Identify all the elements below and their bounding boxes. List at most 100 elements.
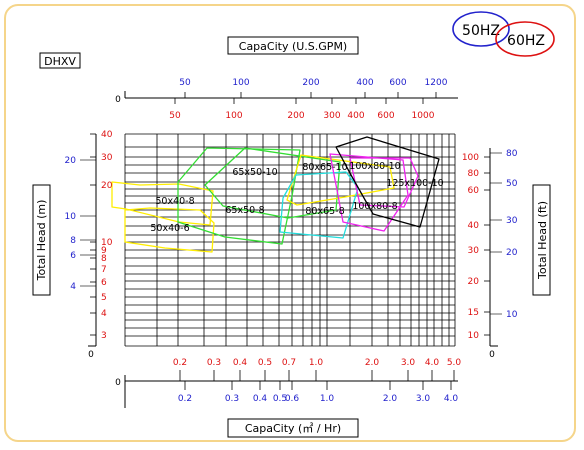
bottom-tick-label-60hz: 0.5 [258, 358, 272, 368]
left-axis-title-box [32, 184, 51, 296]
left-tick-label-60hz: 20 [101, 181, 113, 191]
top-tick-label-50hz: 200 [302, 78, 319, 88]
right-tick-label-60hz: 15 [468, 308, 479, 318]
top-tick-label-60hz: 1000 [412, 111, 435, 121]
left-scale-zero: 0 [88, 350, 94, 360]
chart-frame [4, 4, 576, 442]
badge-50hz-text: 50HZ [462, 23, 500, 39]
model-label-box [39, 52, 81, 69]
left-tick-label-60hz: 5 [101, 293, 107, 303]
right-tick-label-60hz: 80 [468, 169, 480, 179]
top-tick-label-60hz: 600 [377, 111, 394, 121]
left-tick-label-50hz: 10 [65, 212, 77, 222]
bottom-tick-label-60hz: 3.0 [401, 358, 416, 368]
top-scale-zero: 0 [115, 95, 121, 105]
badge-60hz-ring [495, 21, 555, 57]
pump-curve-80x65-8 [279, 171, 359, 239]
top-tick-label-60hz: 50 [169, 111, 181, 121]
top-tick-label-60hz: 200 [287, 111, 304, 121]
left-tick-label-60hz: 40 [101, 130, 113, 140]
bottom-tick-label-50hz: 0.6 [285, 394, 300, 404]
right-tick-label-60hz: 100 [462, 153, 479, 163]
right-tick-label-50hz: 80 [506, 149, 518, 159]
bottom-tick-label-60hz: 4.0 [425, 358, 440, 368]
top-tick-label-50hz: 100 [232, 78, 249, 88]
pump-curve-50x40-8 [111, 181, 214, 226]
right-tick-label-60hz: 30 [468, 246, 480, 256]
curves [111, 136, 440, 253]
right-tick-label-50hz: 30 [506, 216, 518, 226]
left-tick-label-60hz: 7 [101, 265, 107, 275]
curve-label-100x80-10: 100x80-10 [349, 161, 400, 172]
curve-label-125x100-10: 125x100-10 [386, 178, 443, 189]
bottom-tick-label-60hz: 1.0 [309, 358, 324, 368]
right-tick-label-60hz: 20 [468, 277, 480, 287]
bottom-tick-label-60hz: 2.0 [365, 358, 380, 368]
left-tick-label-50hz: 8 [70, 236, 76, 246]
pump-curve-50x40-6 [124, 207, 215, 253]
model-label: DHXV [44, 55, 76, 68]
curve-label-65x50-8: 65x50-8 [225, 205, 264, 216]
bottom-scale-zero: 0 [115, 378, 121, 388]
pump-curve-65x50-8 [204, 147, 341, 219]
top-tick-label-60hz: 300 [323, 111, 340, 121]
right-scale-zero: 0 [489, 350, 495, 360]
right-tick-label-60hz: 60 [468, 186, 480, 196]
top-tick-label-60hz: 100 [225, 111, 242, 121]
right-axis-title-box [532, 184, 551, 296]
grid [124, 133, 456, 347]
top-axis-title: CapaCity (U.S.GPM) [239, 40, 347, 53]
pump-curve-80x65-10 [286, 154, 395, 206]
right-tick-label-50hz: 10 [506, 310, 518, 320]
bottom-tick-label-50hz: 1.0 [320, 394, 335, 404]
top-tick-label-50hz: 400 [356, 78, 373, 88]
bottom-axis-title-box [227, 418, 359, 438]
right-tick-label-60hz: 10 [468, 331, 480, 341]
curve-label-80x65-10: 80x65-10 [302, 162, 347, 173]
bottom-axis-title: CapaCity (㎥ / Hr) [245, 422, 341, 435]
bottom-tick-label-50hz: 0.5 [273, 394, 287, 404]
bottom-tick-label-60hz: 0.3 [207, 358, 221, 368]
left-tick-label-60hz: 4 [101, 309, 107, 319]
top-tick-label-50hz: 50 [179, 78, 191, 88]
bottom-tick-label-60hz: 5.0 [447, 358, 462, 368]
left-tick-label-50hz: 6 [70, 251, 76, 261]
curve-label-100x80-8: 100x80-8 [352, 201, 397, 212]
right-tick-label-60hz: 40 [468, 221, 480, 231]
bottom-tick-label-60hz: 0.4 [233, 358, 248, 368]
left-tick-label-60hz: 30 [101, 153, 113, 163]
top-axis-title-box [227, 36, 359, 55]
badge-60hz-text: 60HZ [507, 33, 545, 49]
bottom-tick-label-50hz: 4.0 [444, 394, 459, 404]
right-tick-label-50hz: 50 [506, 179, 518, 189]
pump-curve-100x80-10 [329, 153, 409, 232]
curve-label-65x50-10: 65x50-10 [232, 167, 277, 178]
left-tick-label-60hz: 8 [101, 254, 107, 264]
bottom-tick-label-50hz: 0.4 [253, 394, 268, 404]
hz-badges: 50HZ 60HZ [452, 11, 555, 57]
bottom-tick-label-50hz: 0.2 [178, 394, 192, 404]
curve-labels: 50x40-8 50x40-6 65x50-10 65x50-8 80x65-10 80x… [150, 161, 443, 234]
right-tick-label-50hz: 20 [506, 248, 518, 258]
bottom-tick-label-50hz: 0.3 [225, 394, 239, 404]
top-tick-label-60hz: 400 [347, 111, 364, 121]
curve-label-50x40-8: 50x40-8 [155, 196, 194, 207]
badge-50hz-ring [452, 11, 510, 47]
left-tick-label-60hz: 10 [101, 238, 113, 248]
pump-curve-100x80-8 [349, 157, 419, 208]
pump-curve-65x50-10 [177, 147, 301, 245]
pump-curve-125x100-10 [335, 136, 440, 228]
left-tick-label-60hz: 6 [101, 278, 107, 288]
top-tick-label-50hz: 1200 [425, 78, 448, 88]
left-tick-label-50hz: 4 [70, 282, 76, 292]
bottom-tick-label-60hz: 0.7 [282, 358, 296, 368]
left-axis-title: Total Head (m) [35, 200, 48, 282]
left-tick-label-60hz: 9 [101, 246, 107, 256]
curve-label-80x65-8: 80x65-8 [305, 206, 344, 217]
top-tick-label-50hz: 600 [389, 78, 406, 88]
left-tick-label-60hz: 3 [101, 331, 107, 341]
bottom-tick-label-50hz: 3.0 [416, 394, 431, 404]
